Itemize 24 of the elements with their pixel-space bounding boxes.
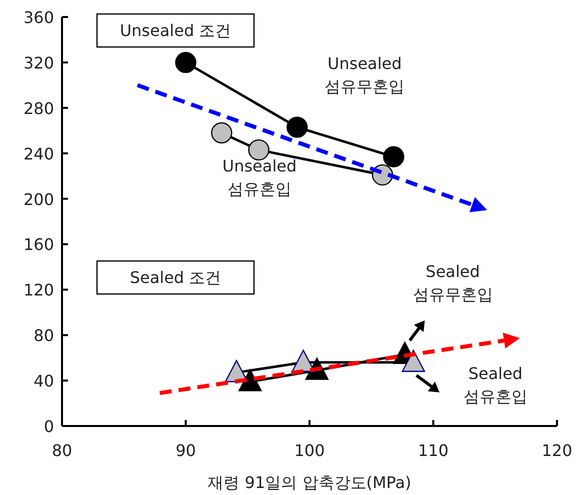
annotation: Sealed 조건 (96, 260, 255, 295)
y-tick-label: 280 (23, 98, 54, 118)
annotation: Sealed 조건 (130, 268, 222, 287)
annotation: Sealed 섬유무혼입 (412, 262, 493, 304)
x-tick-label: 100 (294, 441, 325, 460)
y-tick-label: 320 (23, 53, 54, 72)
x-tick-label: 80 (52, 441, 72, 460)
annotation: Unsealed 조건 (120, 21, 232, 40)
y-tick-label: 200 (23, 190, 54, 209)
annotation: Unsealed 조건 (96, 13, 255, 48)
x-tick-label: 90 (176, 441, 196, 460)
y-tick-label: 120 (23, 280, 54, 300)
y-tick-label: 80 (34, 326, 54, 346)
xlabel: 재령 91일의 압축강도(MPa) (208, 473, 412, 492)
y-tick-label: 240 (23, 144, 54, 164)
annotation: Unsealed 섬유무혼입 (324, 54, 405, 96)
annotation: Unsealed 섬유혼입 (222, 156, 297, 198)
y-tick-label: 0 (44, 417, 54, 436)
annotation: Sealed 섬유혼입 (463, 364, 528, 406)
x-tick-label: 110 (418, 441, 449, 460)
y-tick-label: 160 (23, 235, 54, 254)
y-tick-label: 360 (23, 8, 54, 27)
y-tick-label: 40 (34, 372, 54, 391)
x-tick-label: 120 (542, 441, 572, 460)
